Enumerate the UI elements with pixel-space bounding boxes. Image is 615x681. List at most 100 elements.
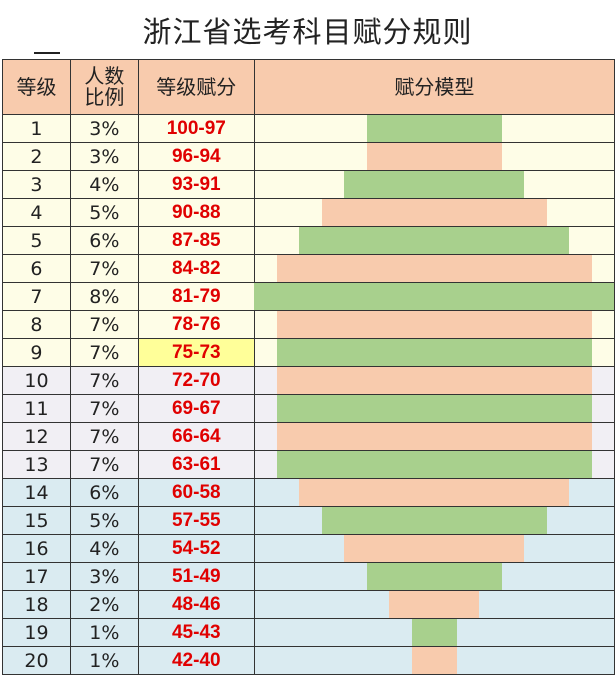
- table-row: 1 3% 100-97: [2, 114, 615, 143]
- score-cell: 100-97: [137, 114, 255, 143]
- ratio-cell: 3%: [69, 142, 139, 171]
- grade-cell: 11: [2, 394, 71, 423]
- model-cell: [253, 618, 615, 647]
- table-row: 11 7% 69-67: [2, 394, 615, 423]
- score-cell: 84-82: [137, 254, 255, 283]
- ratio-cell: 7%: [69, 254, 139, 283]
- ratio-cell: 5%: [69, 198, 139, 227]
- header-ratio: 人数 比例: [69, 59, 139, 115]
- model-cell: [253, 114, 615, 143]
- model-cell: [253, 282, 615, 311]
- grade-cell: 16: [2, 534, 71, 563]
- grade-cell: 15: [2, 506, 71, 535]
- model-cell: [253, 450, 615, 479]
- scoring-table: 等级 人数 比例 等级赋分 赋分模型 1 3% 100-97 2 3% 96-94 3 4% 93…: [2, 59, 615, 675]
- score-cell: 63-61: [137, 450, 255, 479]
- table-row: 6 7% 84-82: [2, 254, 615, 283]
- score-cell: 66-64: [137, 422, 255, 451]
- score-cell: 96-94: [137, 142, 255, 171]
- ratio-cell: 1%: [69, 618, 139, 647]
- table-row: 14 6% 60-58: [2, 478, 615, 507]
- table-row: 12 7% 66-64: [2, 422, 615, 451]
- model-cell: [253, 170, 615, 199]
- ratio-cell: 1%: [69, 646, 139, 675]
- header-ratio-line1: 人数: [84, 64, 125, 88]
- table-row: 5 6% 87-85: [2, 226, 615, 255]
- model-cell: [253, 646, 615, 675]
- table-row: 4 5% 90-88: [2, 198, 615, 227]
- grade-cell: 14: [2, 478, 71, 507]
- score-cell: 42-40: [137, 646, 255, 675]
- score-cell: 60-58: [137, 478, 255, 507]
- ratio-cell: 6%: [69, 478, 139, 507]
- model-cell: [253, 142, 615, 171]
- title-underline-mark: [34, 52, 60, 54]
- score-cell: 72-70: [137, 366, 255, 395]
- score-cell: 45-43: [137, 618, 255, 647]
- model-cell: [253, 422, 615, 451]
- header-score: 等级赋分: [137, 59, 255, 115]
- model-cell: [253, 338, 615, 367]
- grade-cell: 7: [2, 282, 71, 311]
- header-model: 赋分模型: [253, 59, 615, 115]
- ratio-cell: 7%: [69, 366, 139, 395]
- ratio-cell: 4%: [69, 534, 139, 563]
- score-cell: 78-76: [137, 310, 255, 339]
- table-row: 16 4% 54-52: [2, 534, 615, 563]
- table-row: 7 8% 81-79: [2, 282, 615, 311]
- model-cell: [253, 366, 615, 395]
- score-cell: 69-67: [137, 394, 255, 423]
- score-cell: 87-85: [137, 226, 255, 255]
- table-row: 18 2% 48-46: [2, 590, 615, 619]
- table-row: 8 7% 78-76: [2, 310, 615, 339]
- table-row: 13 7% 63-61: [2, 450, 615, 479]
- model-cell: [253, 254, 615, 283]
- ratio-cell: 8%: [69, 282, 139, 311]
- header-ratio-line2: 比例: [84, 85, 125, 109]
- score-cell: 48-46: [137, 590, 255, 619]
- score-cell: 54-52: [137, 534, 255, 563]
- grade-cell: 13: [2, 450, 71, 479]
- model-cell: [253, 562, 615, 591]
- grade-cell: 19: [2, 618, 71, 647]
- ratio-cell: 7%: [69, 450, 139, 479]
- table-row: 17 3% 51-49: [2, 562, 615, 591]
- score-cell: 81-79: [137, 282, 255, 311]
- grade-cell: 17: [2, 562, 71, 591]
- score-cell: 57-55: [137, 506, 255, 535]
- grade-cell: 12: [2, 422, 71, 451]
- model-cell: [253, 310, 615, 339]
- score-cell: 90-88: [137, 198, 255, 227]
- ratio-cell: 7%: [69, 338, 139, 367]
- grade-cell: 2: [2, 142, 71, 171]
- ratio-cell: 7%: [69, 422, 139, 451]
- model-cell: [253, 198, 615, 227]
- grade-cell: 6: [2, 254, 71, 283]
- score-cell: 93-91: [137, 170, 255, 199]
- table-row: 9 7% 75-73: [2, 338, 615, 367]
- ratio-cell: 7%: [69, 394, 139, 423]
- ratio-cell: 3%: [69, 114, 139, 143]
- model-cell: [253, 478, 615, 507]
- model-cell: [253, 534, 615, 563]
- model-cell: [253, 590, 615, 619]
- model-cell: [253, 506, 615, 535]
- table-row: 2 3% 96-94: [2, 142, 615, 171]
- grade-cell: 9: [2, 338, 71, 367]
- sheet-title: 浙江省选考科目赋分规则: [142, 14, 473, 49]
- model-cell: [253, 226, 615, 255]
- table-row: 3 4% 93-91: [2, 170, 615, 199]
- ratio-cell: 5%: [69, 506, 139, 535]
- table-row: 15 5% 57-55: [2, 506, 615, 535]
- ratio-cell: 6%: [69, 226, 139, 255]
- grade-cell: 10: [2, 366, 71, 395]
- grade-cell: 5: [2, 226, 71, 255]
- grade-cell: 20: [2, 646, 71, 675]
- grade-cell: 3: [2, 170, 71, 199]
- ratio-cell: 2%: [69, 590, 139, 619]
- ratio-cell: 7%: [69, 310, 139, 339]
- table-row: 19 1% 45-43: [2, 618, 615, 647]
- ratio-cell: 4%: [69, 170, 139, 199]
- model-cell: [253, 394, 615, 423]
